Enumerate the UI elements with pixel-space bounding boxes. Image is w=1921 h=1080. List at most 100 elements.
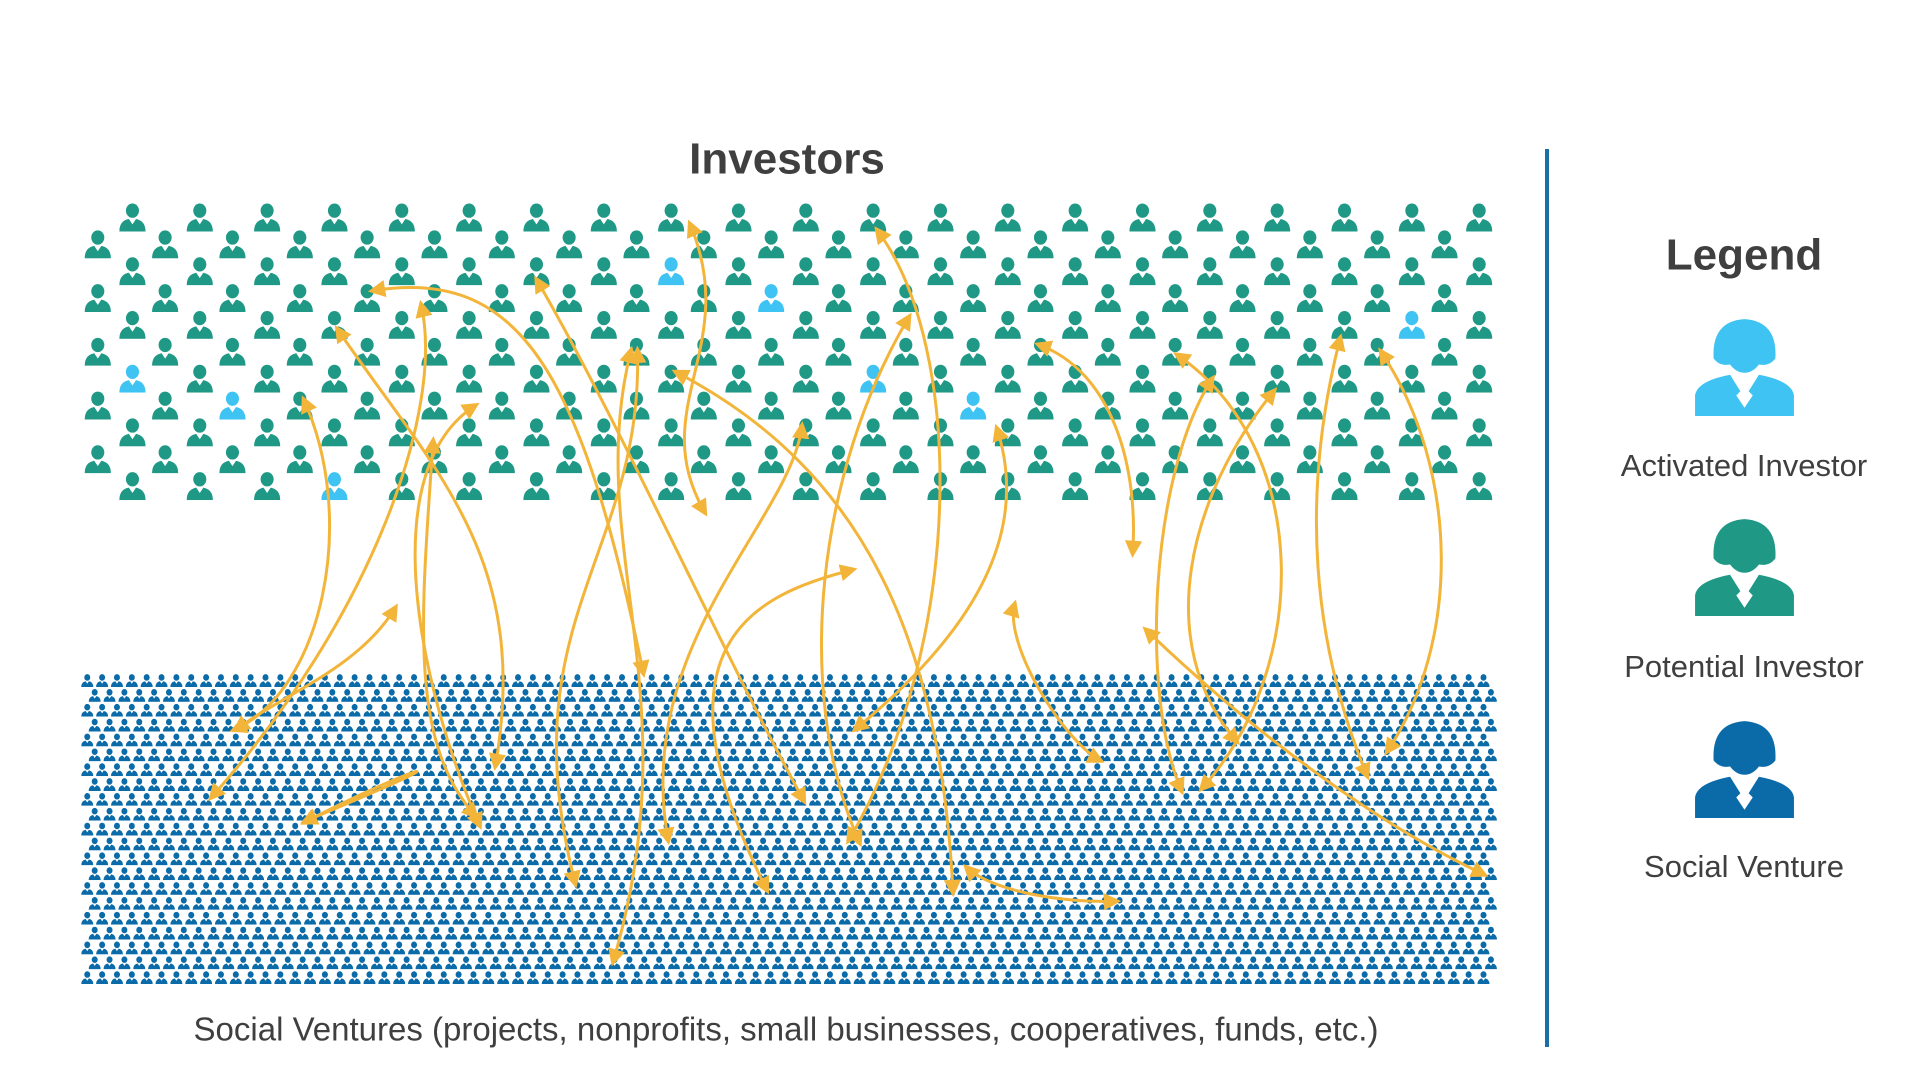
social-venture — [512, 733, 525, 747]
social-venture — [1135, 971, 1148, 985]
social-venture — [541, 793, 554, 806]
social-venture — [356, 926, 369, 940]
social-venture — [1180, 911, 1193, 925]
social-venture — [883, 852, 896, 866]
social-venture — [697, 867, 710, 881]
social-venture — [1150, 852, 1163, 866]
potential-investor — [186, 364, 213, 393]
social-venture — [1328, 941, 1341, 955]
potential-investor — [960, 230, 987, 259]
social-venture — [1284, 822, 1297, 836]
social-venture — [1366, 748, 1379, 762]
social-venture — [1306, 718, 1319, 732]
social-venture — [1284, 941, 1297, 955]
social-venture — [868, 941, 881, 955]
social-venture — [794, 733, 807, 747]
social-venture — [712, 867, 725, 881]
social-venture — [541, 733, 554, 747]
social-venture — [1076, 971, 1089, 985]
social-venture — [1321, 896, 1334, 910]
social-venture — [489, 807, 502, 821]
social-venture — [378, 674, 391, 687]
social-venture — [950, 896, 963, 910]
social-venture — [593, 926, 606, 940]
social-venture — [1314, 971, 1327, 985]
social-venture — [348, 882, 361, 895]
social-venture — [1017, 674, 1030, 687]
social-venture — [771, 867, 784, 881]
social-venture — [1425, 956, 1438, 970]
social-venture — [913, 763, 926, 777]
social-venture — [125, 763, 138, 777]
social-venture — [578, 718, 591, 732]
social-venture — [1098, 778, 1111, 791]
social-venture — [1076, 911, 1089, 925]
social-venture — [526, 882, 539, 895]
social-venture — [370, 926, 383, 940]
social-venture — [393, 911, 406, 925]
social-venture — [155, 941, 168, 955]
social-venture — [482, 911, 495, 925]
social-venture — [1269, 703, 1282, 717]
social-venture — [601, 703, 614, 717]
social-venture — [1202, 807, 1215, 821]
social-venture — [1388, 941, 1401, 955]
social-venture — [1180, 882, 1193, 895]
social-venture — [326, 867, 339, 881]
social-venture — [482, 971, 495, 985]
social-venture — [690, 703, 703, 717]
social-venture — [1083, 926, 1096, 940]
social-venture — [578, 807, 591, 821]
social-venture — [697, 926, 710, 940]
social-venture — [1262, 956, 1275, 970]
social-venture — [861, 689, 874, 702]
social-venture — [608, 896, 621, 910]
social-venture — [972, 852, 985, 866]
social-venture — [757, 778, 770, 791]
social-venture — [1002, 822, 1015, 836]
social-venture — [690, 793, 703, 806]
social-venture — [757, 926, 770, 940]
social-venture — [1069, 956, 1082, 970]
social-venture — [972, 941, 985, 955]
potential-investor — [1331, 472, 1358, 501]
potential-investor — [1431, 391, 1458, 420]
social-venture — [1002, 911, 1015, 925]
social-venture — [764, 793, 777, 806]
social-venture — [363, 852, 376, 866]
social-venture — [616, 882, 628, 895]
social-venture — [1299, 793, 1312, 806]
social-venture — [1373, 882, 1386, 895]
social-venture — [415, 896, 428, 910]
social-venture — [1173, 956, 1185, 970]
social-venture — [1046, 763, 1059, 777]
social-venture — [638, 718, 651, 732]
social-venture — [1121, 882, 1134, 895]
social-venture — [148, 689, 161, 702]
potential-investor — [825, 391, 852, 420]
potential-investor — [758, 445, 785, 474]
potential-investor — [1094, 230, 1121, 259]
social-venture — [1343, 882, 1356, 895]
potential-investor — [152, 445, 179, 474]
potential-investor — [1364, 445, 1391, 474]
social-venture — [185, 674, 198, 687]
social-venture — [393, 882, 406, 895]
social-venture — [727, 956, 740, 970]
social-venture — [1269, 674, 1282, 687]
social-venture — [467, 733, 480, 747]
social-venture — [1447, 763, 1460, 777]
social-venture — [571, 882, 584, 895]
social-venture — [252, 778, 265, 791]
potential-investor — [1062, 364, 1089, 393]
social-venture — [1069, 837, 1082, 851]
social-venture — [1358, 674, 1371, 687]
social-venture — [133, 837, 146, 851]
social-venture — [96, 733, 109, 747]
social-venture — [779, 852, 792, 866]
social-venture — [1031, 941, 1044, 955]
social-venture — [296, 867, 309, 881]
social-venture — [972, 882, 985, 895]
potential-investor — [354, 230, 381, 259]
social-venture — [1403, 882, 1416, 895]
